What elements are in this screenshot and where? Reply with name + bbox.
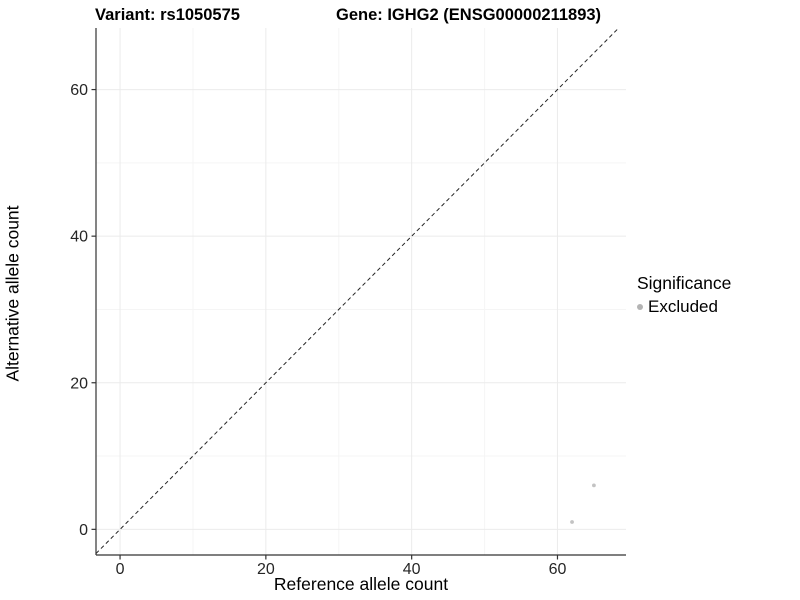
y-tick-label: 20 — [70, 375, 88, 392]
y-tick-label: 60 — [70, 82, 88, 99]
legend-title: Significance — [637, 273, 732, 293]
x-tick-label: 20 — [257, 561, 275, 578]
x-tick-label: 0 — [116, 561, 125, 578]
x-axis-title: Reference allele count — [273, 574, 449, 594]
legend: Significance Excluded — [637, 273, 731, 317]
identity-line — [95, 27, 620, 554]
plot-title-gene: Gene: IGHG2 (ENSG00000211893) — [336, 6, 602, 24]
x-tick-label: 40 — [403, 561, 421, 578]
legend-item-label: Excluded — [648, 297, 718, 316]
x-tick-label: 60 — [549, 561, 567, 578]
data-point — [570, 520, 574, 524]
y-tick-label: 40 — [70, 229, 88, 246]
plot-title-variant: Variant: rs1050575 — [95, 6, 240, 24]
y-axis-title: Alternative allele count — [2, 205, 23, 382]
y-tick-label: 0 — [79, 522, 88, 539]
legend-item-excluded: Excluded — [637, 297, 731, 317]
data-point — [592, 483, 596, 488]
legend-point-icon — [637, 304, 643, 310]
